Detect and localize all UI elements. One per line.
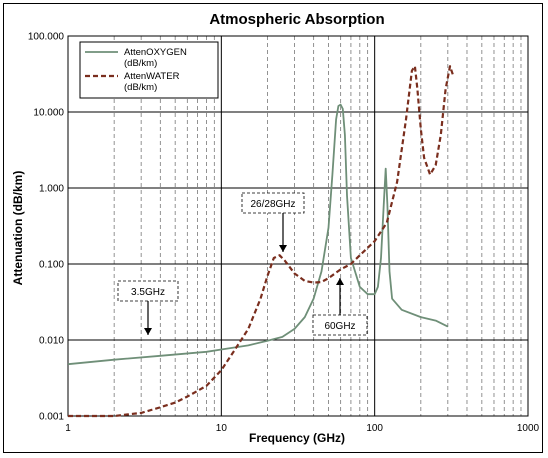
y-tick-label: 100.000 — [28, 32, 65, 43]
y-tick-label: 0.100 — [39, 260, 64, 271]
annotation-label: 3.5GHz — [131, 287, 165, 298]
arrowhead — [144, 328, 152, 335]
chart-title: Atmospheric Absorption — [209, 11, 384, 28]
legend: AttenOXYGEN(dB/km)AttenWATER(dB/km) — [79, 41, 219, 99]
series-layer — [67, 65, 455, 418]
x-tick-label: 10 — [216, 423, 228, 434]
y-tick-label: 1.000 — [39, 184, 64, 195]
arrowhead — [279, 245, 287, 252]
annotation-label: 60GHz — [324, 321, 355, 332]
x-tick-label: 100 — [366, 423, 383, 434]
y-tick-label: 0.010 — [39, 336, 64, 347]
water-series-line — [68, 65, 455, 418]
annotation-35ghz: 3.5GHz — [117, 280, 179, 335]
y-tick-labels: 0.001 0.010 0.100 1.000 10.000 100.000 — [28, 32, 65, 423]
oxygen-series-line — [67, 103, 449, 366]
legend-entry-name: AttenOXYGEN — [124, 47, 187, 58]
y-axis-label: Attenuation (dB/km) — [11, 171, 25, 286]
annotations: 3.5GHz 26/28GHz 60GHz — [117, 192, 368, 336]
legend-entry-name: AttenWATER — [124, 71, 180, 82]
x-axis-label: Frequency (GHz) — [249, 431, 345, 445]
legend-entry-unit: (dB/km) — [124, 58, 157, 69]
annotation-2628ghz: 26/28GHz — [241, 192, 305, 252]
y-tick-label: 10.000 — [33, 108, 64, 119]
arrowhead — [336, 278, 344, 285]
y-tick-label: 0.001 — [39, 412, 64, 423]
legend-entry-unit: (dB/km) — [124, 82, 157, 93]
annotation-60ghz: 60GHz — [312, 278, 368, 336]
x-tick-label: 1 — [65, 423, 71, 434]
x-tick-label: 1000 — [517, 423, 540, 434]
x-tick-labels: 1 10 100 1000 — [65, 423, 539, 434]
plot-border — [67, 35, 529, 417]
annotation-label: 26/28GHz — [250, 199, 295, 210]
